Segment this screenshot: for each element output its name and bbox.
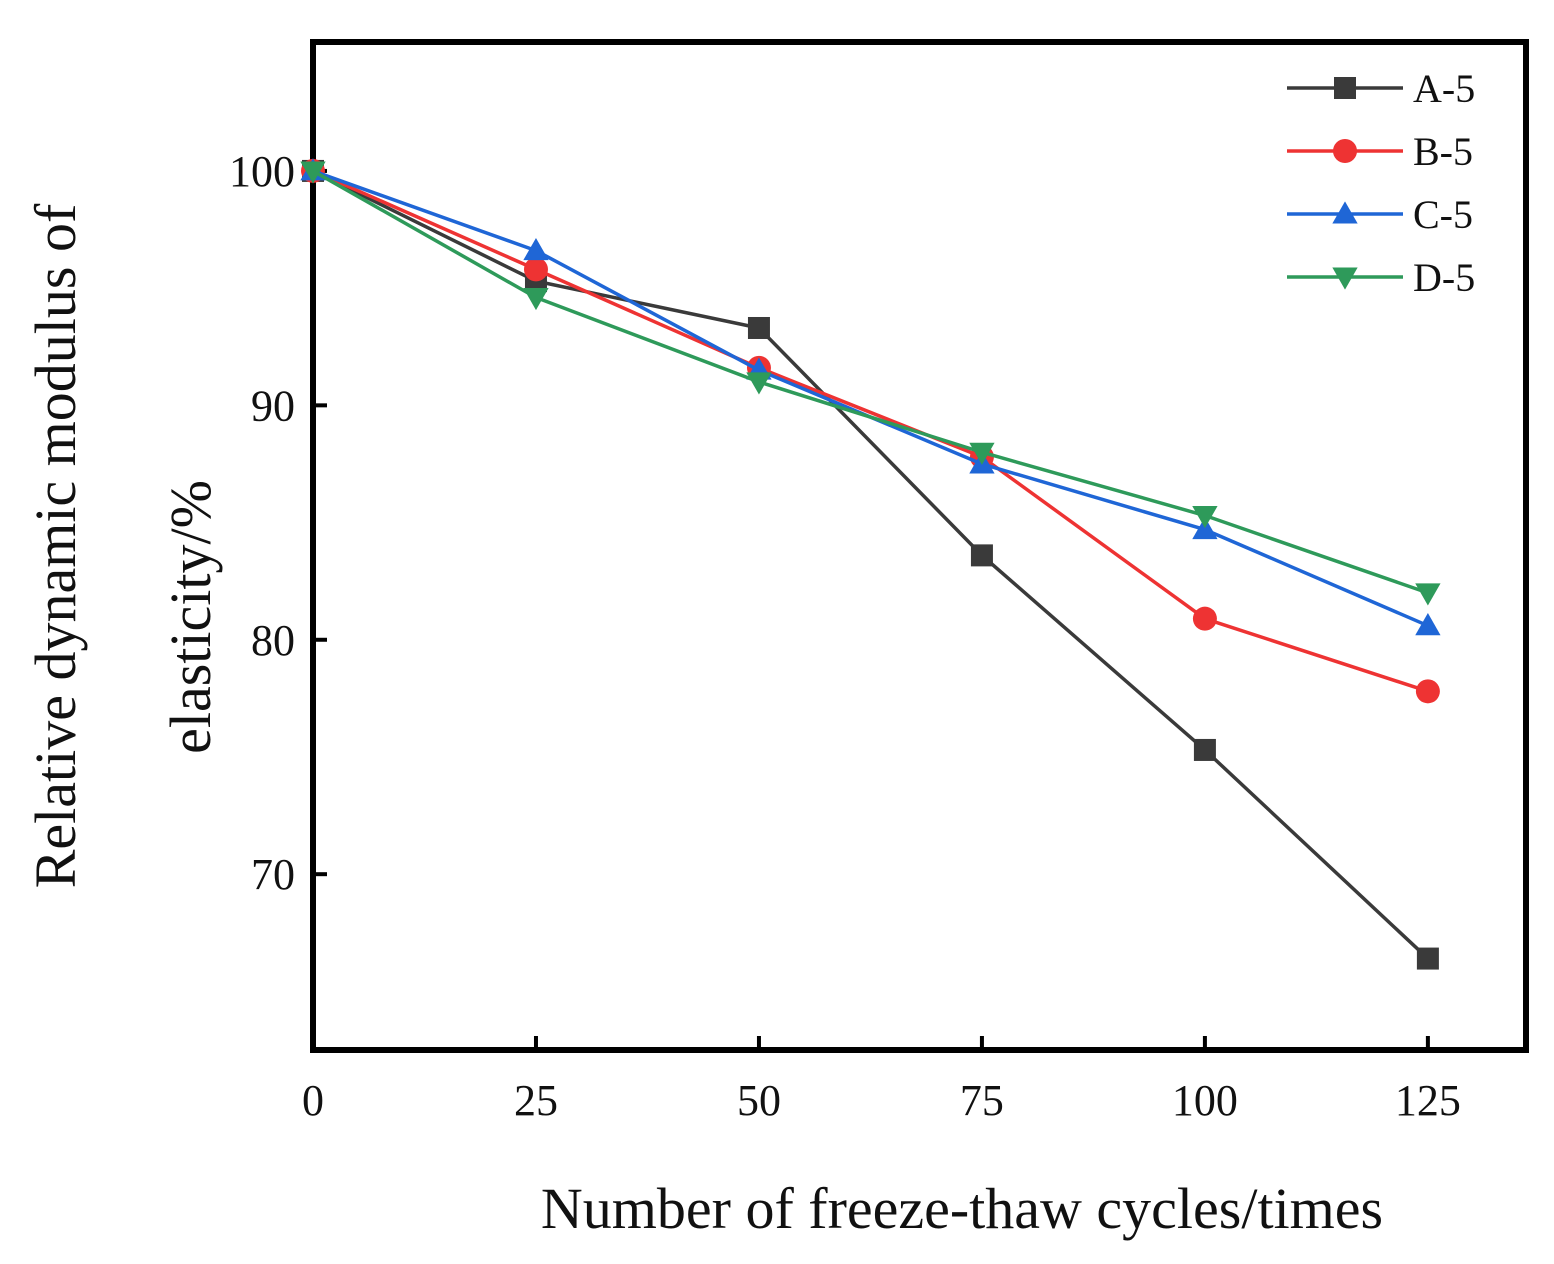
data-point-B-5 <box>1415 679 1440 704</box>
legend: A-5 B-5 C-5 D-5 <box>1287 66 1475 300</box>
data-point-D-5 <box>523 288 549 311</box>
y-tick-label: 100 <box>229 147 295 196</box>
legend-label-C-5: C-5 <box>1413 192 1473 237</box>
y-axis: 70 80 90 100 <box>229 147 327 899</box>
series-layer <box>300 158 1441 970</box>
x-tick-label: 125 <box>1395 1076 1461 1125</box>
data-point-D-5 <box>746 372 772 395</box>
data-point-B-5 <box>1192 606 1217 631</box>
y-tick-label: 90 <box>251 381 295 430</box>
data-point-A-5 <box>747 316 770 339</box>
x-tick-label: 100 <box>1172 1076 1238 1125</box>
y-tick-label: 80 <box>251 616 295 665</box>
legend-marker-C-5 <box>1332 201 1358 224</box>
legend-marker-D-5 <box>1332 267 1358 290</box>
x-tick-label: 50 <box>737 1076 781 1125</box>
x-axis-title: Number of freeze-thaw cycles/times <box>541 1176 1383 1241</box>
data-point-D-5 <box>969 442 995 465</box>
x-tick-label: 25 <box>514 1076 558 1125</box>
series-line-B-5 <box>312 169 1429 694</box>
y-tick-label: 70 <box>251 850 295 899</box>
x-axis: 0 25 50 75 100 125 <box>302 1036 1461 1125</box>
data-point-D-5 <box>300 161 326 184</box>
data-point-A-5 <box>1416 947 1439 970</box>
legend-marker-A-5 <box>1334 77 1356 99</box>
x-tick-label: 0 <box>302 1076 324 1125</box>
data-point-A-5 <box>970 544 993 567</box>
legend-label-D-5: D-5 <box>1413 255 1475 300</box>
data-point-D-5 <box>1415 583 1441 606</box>
plot-frame <box>310 39 1529 1053</box>
y-axis-title-line-2: elasticity/% <box>158 480 223 754</box>
data-point-B-5 <box>523 257 548 282</box>
data-point-C-5 <box>523 237 549 261</box>
x-tick-label: 75 <box>960 1076 1004 1125</box>
legend-marker-B-5 <box>1333 139 1357 163</box>
data-point-A-5 <box>1193 738 1216 761</box>
series-D-5 <box>300 161 1441 606</box>
data-point-D-5 <box>1192 506 1218 529</box>
y-axis-title-line-1: Relative dynamic modulus of <box>23 203 88 888</box>
data-point-C-5 <box>1415 613 1441 636</box>
legend-label-A-5: A-5 <box>1413 66 1475 111</box>
legend-label-B-5: B-5 <box>1413 129 1473 174</box>
series-line-A-5 <box>312 169 1430 960</box>
series-line-D-5 <box>312 169 1429 595</box>
